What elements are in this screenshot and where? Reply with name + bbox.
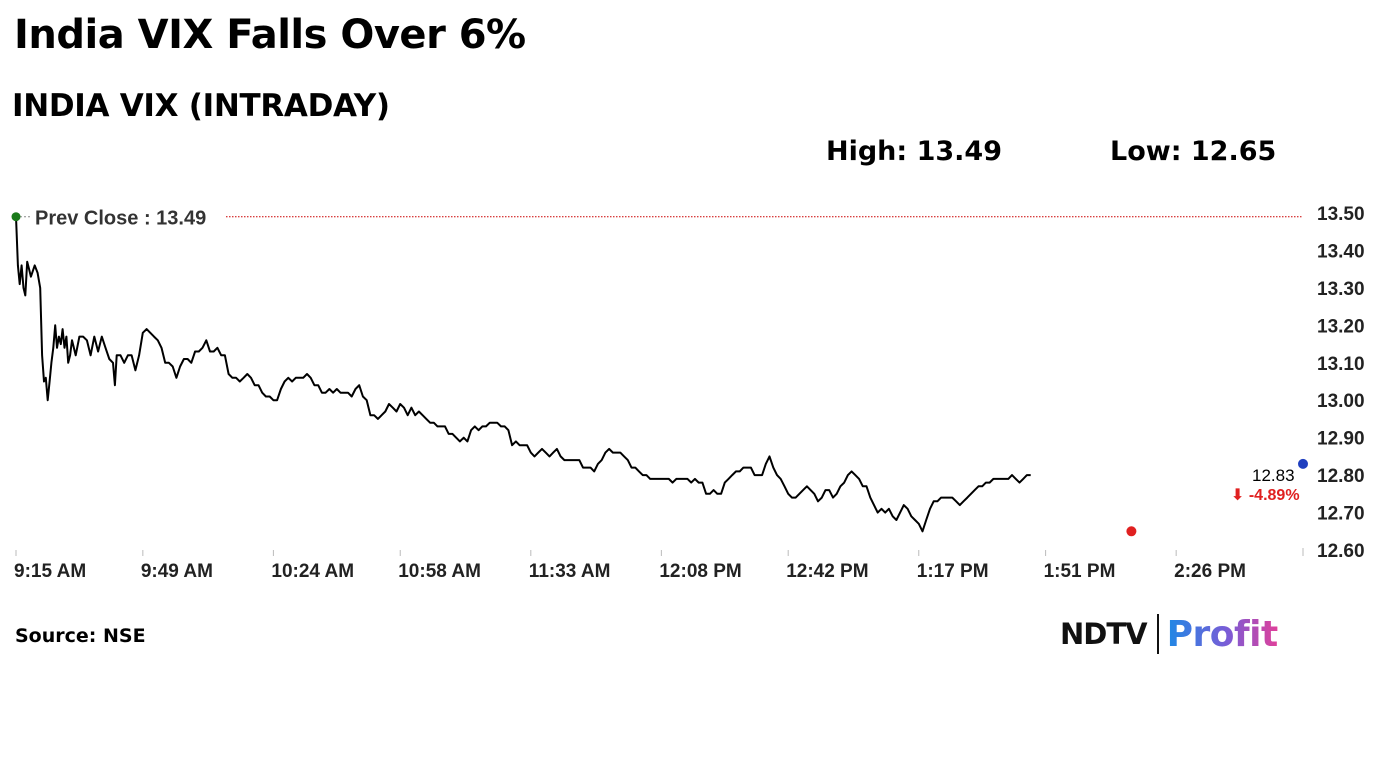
start-point	[11, 212, 21, 222]
y-tick-label: 13.00	[1317, 391, 1365, 412]
x-tick-label: 10:24 AM	[271, 561, 354, 582]
logo-divider	[1156, 614, 1159, 654]
chart-title: INDIA VIX (INTRADAY)	[12, 88, 390, 124]
vix-intraday-chart: 9:15 AM 9:49 AM 10:24 AM 10:58 AM 11:33 AM 12…	[11, 204, 1365, 582]
y-tick-label: 13.30	[1317, 279, 1365, 300]
y-tick-label: 13.40	[1317, 241, 1365, 262]
y-tick-label: 13.10	[1317, 354, 1365, 375]
y-tick-label: 13.20	[1317, 316, 1365, 337]
x-tick-label: 11:33 AM	[529, 561, 611, 582]
source-note: Source: NSE	[15, 625, 146, 647]
x-tick-label: 12:42 PM	[786, 561, 868, 582]
x-tick-label: 10:58 AM	[398, 561, 481, 582]
last-point	[1298, 458, 1308, 469]
high-stat: High: 13.49	[826, 136, 1003, 167]
logo-ndtv-text: NDTV	[1060, 617, 1148, 651]
low-point	[1126, 526, 1137, 537]
last-value-label: 12.83	[1252, 466, 1295, 485]
x-tick-label: 1:17 PM	[917, 561, 989, 582]
headline: India VIX Falls Over 6%	[14, 12, 526, 58]
logo-profit-text: Profit	[1166, 613, 1279, 655]
x-tick-label: 9:49 AM	[141, 561, 213, 582]
y-tick-label: 13.50	[1317, 204, 1365, 225]
y-tick-label: 12.70	[1317, 504, 1365, 525]
x-tick-label: 1:51 PM	[1044, 561, 1116, 582]
low-stat: Low: 12.65	[1110, 136, 1277, 167]
y-tick-label: 12.60	[1317, 541, 1365, 562]
series-line	[15, 216, 1031, 533]
x-tick-label: 12:08 PM	[659, 561, 741, 582]
prev-close-label: Prev Close : 13.49	[35, 208, 206, 230]
x-tick-label: 9:15 AM	[14, 561, 86, 582]
y-tick-label: 12.80	[1317, 466, 1365, 487]
ndtv-profit-logo: NDTV Profit	[1060, 612, 1278, 656]
y-tick-label: 12.90	[1317, 429, 1365, 450]
x-tick-label: 2:26 PM	[1174, 561, 1246, 582]
change-label: ⬇ -4.89%	[1231, 487, 1300, 504]
